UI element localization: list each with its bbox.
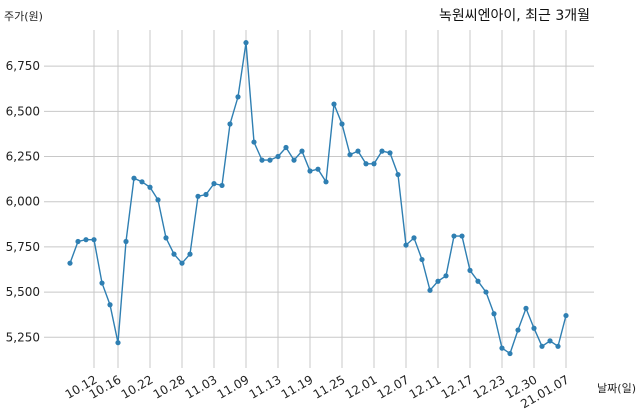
data-point [267, 157, 273, 163]
data-point [419, 256, 425, 263]
data-point [291, 157, 297, 163]
x-tick-label: 10.22 [119, 372, 156, 401]
data-point [459, 233, 465, 239]
data-point [99, 280, 105, 286]
data-point [243, 40, 249, 46]
data-point [195, 193, 201, 199]
x-tick-label: 11.25 [311, 372, 348, 401]
data-point [251, 139, 257, 145]
data-point [435, 278, 441, 284]
x-tick-label: 11.03 [183, 372, 220, 401]
data-point [515, 327, 521, 333]
data-point [491, 311, 497, 317]
x-axis-title: 날짜(일) [597, 381, 636, 395]
data-point [371, 161, 377, 167]
data-point [387, 150, 393, 156]
data-point [427, 287, 433, 293]
data-point [555, 343, 561, 349]
x-tick-label: 10.28 [151, 372, 188, 401]
x-tick-label: 12.07 [375, 372, 412, 401]
data-point [107, 302, 113, 308]
data-point [339, 121, 345, 127]
data-point [187, 251, 193, 257]
data-point [331, 101, 337, 107]
y-tick-label: 5,750 [6, 240, 40, 254]
data-point [323, 179, 329, 185]
y-tick-label: 6,750 [6, 59, 40, 73]
grid-lines [44, 30, 594, 368]
x-tick-label: 12.17 [439, 372, 476, 401]
data-point [531, 325, 537, 331]
data-point [451, 233, 457, 239]
data-point [347, 152, 353, 158]
x-tick-label: 12.11 [407, 372, 444, 401]
y-tick-label: 6,500 [6, 104, 40, 118]
data-point [147, 184, 153, 190]
data-point [499, 345, 505, 351]
data-point [411, 235, 417, 241]
data-point [403, 242, 409, 248]
data-point [163, 235, 169, 241]
y-axis-title: 주가(원) [4, 10, 43, 23]
data-point [203, 191, 209, 198]
data-point [91, 237, 97, 243]
data-point [315, 166, 321, 172]
data-point [235, 94, 241, 100]
data-points [67, 40, 569, 357]
series-line-group [69, 42, 567, 355]
y-axis-ticks: 5,250 5,500 5,750 6,000 6,250 6,500 6,750 [6, 59, 40, 344]
data-point [275, 153, 281, 160]
data-point [67, 260, 73, 266]
data-point [115, 340, 121, 346]
data-point [547, 338, 553, 344]
data-point [355, 148, 361, 154]
data-point [283, 144, 289, 151]
data-point [299, 148, 305, 154]
data-point [259, 157, 265, 163]
series-line [69, 42, 567, 355]
data-point [395, 171, 401, 178]
data-point [483, 289, 489, 295]
data-point [307, 168, 313, 174]
y-tick-label: 6,000 [6, 195, 40, 209]
data-point [211, 181, 217, 187]
x-tick-label: 11.09 [215, 372, 252, 401]
data-point [75, 238, 81, 245]
data-point [171, 251, 177, 257]
data-point [179, 260, 185, 266]
data-point [467, 267, 473, 273]
x-tick-label: 11.13 [247, 372, 284, 401]
data-point [379, 148, 385, 154]
data-point [563, 312, 569, 319]
data-point [219, 182, 225, 189]
data-point [123, 238, 129, 245]
y-tick-label: 5,250 [6, 330, 40, 344]
data-point [443, 273, 449, 279]
data-point [475, 278, 481, 284]
data-point [155, 197, 161, 203]
y-tick-label: 5,500 [6, 285, 40, 299]
data-point [83, 237, 89, 243]
data-point [131, 175, 137, 181]
chart-title: 녹원씨엔아이, 최근 3개월 [439, 8, 590, 24]
x-tick-label: 12.01 [343, 372, 380, 401]
data-point [523, 305, 529, 311]
x-tick-label: 12.23 [471, 372, 508, 401]
data-point [507, 350, 513, 357]
data-point [139, 179, 145, 185]
x-axis-ticks: 10.1210.1610.2210.2811.0311.0911.1311.19… [63, 372, 572, 411]
x-tick-label: 11.19 [279, 372, 316, 401]
y-tick-label: 6,250 [6, 150, 40, 164]
data-point [539, 343, 545, 349]
data-point [227, 121, 233, 127]
data-point [363, 161, 369, 167]
